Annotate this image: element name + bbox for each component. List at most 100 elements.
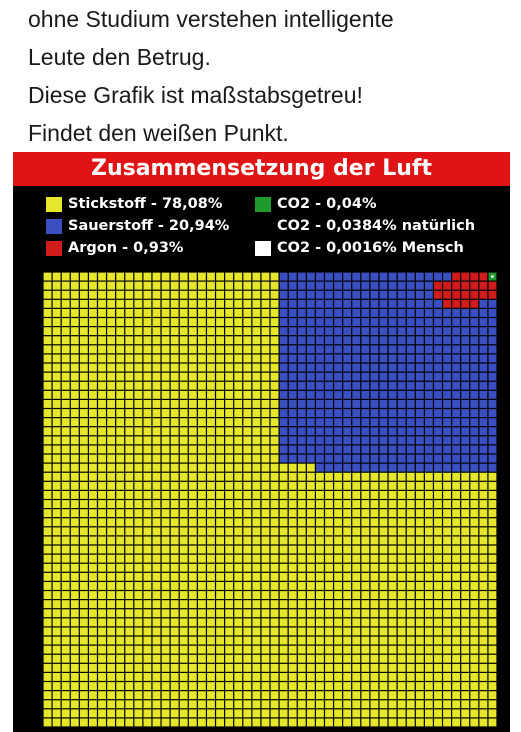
cell-stickstoff: [197, 381, 206, 390]
cell-stickstoff: [234, 554, 243, 563]
cell-stickstoff: [52, 272, 61, 281]
cell-stickstoff: [98, 527, 106, 536]
cell-stickstoff: [234, 427, 243, 436]
cell-stickstoff: [188, 600, 197, 609]
cell-stickstoff: [43, 318, 52, 326]
cell-stickstoff: [207, 345, 215, 354]
cell-stickstoff: [152, 582, 161, 590]
cell-stickstoff: [70, 645, 79, 654]
cell-sauerstoff: [406, 345, 415, 354]
cell-stickstoff: [79, 372, 88, 381]
cell-sauerstoff: [361, 418, 370, 427]
cell-stickstoff: [270, 400, 279, 408]
cell-stickstoff: [170, 409, 179, 417]
cell-stickstoff: [343, 609, 352, 618]
cell-stickstoff: [134, 709, 143, 718]
cell-stickstoff: [234, 545, 243, 554]
cell-stickstoff: [279, 472, 288, 481]
cell-stickstoff: [370, 518, 379, 527]
cell-stickstoff: [288, 663, 297, 672]
cell-stickstoff: [197, 682, 206, 690]
cell-stickstoff: [270, 409, 279, 417]
cell-stickstoff: [197, 463, 206, 472]
cell-sauerstoff: [415, 336, 424, 345]
cell-stickstoff: [379, 518, 388, 527]
cell-sauerstoff: [434, 299, 442, 308]
cell-argon: [488, 290, 497, 299]
cell-stickstoff: [270, 673, 279, 681]
cell-stickstoff: [270, 318, 279, 326]
cell-stickstoff: [261, 536, 270, 545]
cell-sauerstoff: [361, 381, 370, 390]
cell-stickstoff: [170, 527, 179, 536]
cell-stickstoff: [261, 627, 270, 636]
cell-sauerstoff: [306, 454, 315, 463]
cell-stickstoff: [243, 309, 252, 317]
cell-stickstoff: [343, 709, 352, 718]
cell-stickstoff: [452, 636, 461, 645]
cell-sauerstoff: [306, 363, 315, 372]
cell-stickstoff: [125, 281, 134, 290]
cell-stickstoff: [43, 290, 52, 299]
cell-stickstoff: [98, 481, 106, 490]
cell-sauerstoff: [361, 445, 370, 454]
cell-stickstoff: [125, 390, 134, 399]
cell-stickstoff: [370, 682, 379, 690]
cell-sauerstoff: [434, 427, 442, 436]
cell-sauerstoff: [424, 372, 433, 381]
cell-sauerstoff: [388, 427, 397, 436]
cell-sauerstoff: [343, 463, 352, 472]
cell-stickstoff: [107, 536, 116, 545]
cell-sauerstoff: [452, 363, 461, 372]
cell-stickstoff: [306, 709, 315, 718]
cell-sauerstoff: [361, 354, 370, 363]
cell-stickstoff: [152, 691, 161, 700]
cell-stickstoff: [306, 700, 315, 709]
cell-stickstoff: [43, 354, 52, 363]
cell-stickstoff: [152, 645, 161, 654]
cell-stickstoff: [424, 509, 433, 518]
cell-stickstoff: [243, 409, 252, 417]
cell-stickstoff: [61, 309, 70, 317]
cell-sauerstoff: [316, 463, 324, 472]
cell-stickstoff: [406, 636, 415, 645]
cell-stickstoff: [225, 509, 234, 518]
cell-stickstoff: [334, 645, 343, 654]
cell-stickstoff: [197, 663, 206, 672]
cell-stickstoff: [470, 691, 479, 700]
cell-stickstoff: [152, 463, 161, 472]
cell-stickstoff: [143, 627, 152, 636]
cell-sauerstoff: [334, 336, 343, 345]
cell-stickstoff: [89, 372, 97, 381]
cell-stickstoff: [152, 427, 161, 436]
cell-stickstoff: [107, 509, 116, 518]
cell-stickstoff: [89, 491, 97, 499]
cell-stickstoff: [243, 572, 252, 581]
cell-stickstoff: [434, 718, 442, 727]
cell-stickstoff: [452, 527, 461, 536]
cell-sauerstoff: [325, 381, 333, 390]
cell-stickstoff: [43, 390, 52, 399]
cell-stickstoff: [243, 427, 252, 436]
cell-sauerstoff: [306, 318, 315, 326]
legend-swatch-stickstoff: [46, 197, 62, 212]
cell-stickstoff: [179, 509, 188, 518]
cell-stickstoff: [197, 536, 206, 545]
cell-stickstoff: [125, 309, 134, 317]
cell-stickstoff: [70, 691, 79, 700]
cell-stickstoff: [125, 663, 134, 672]
cell-stickstoff: [397, 691, 406, 700]
cell-sauerstoff: [470, 336, 479, 345]
cell-sauerstoff: [343, 436, 352, 445]
cell-sauerstoff: [388, 290, 397, 299]
cell-stickstoff: [61, 554, 70, 563]
cell-stickstoff: [134, 427, 143, 436]
cell-stickstoff: [479, 491, 488, 499]
cell-stickstoff: [70, 290, 79, 299]
cell-sauerstoff: [470, 327, 479, 336]
cell-sauerstoff: [424, 345, 433, 354]
cell-stickstoff: [306, 509, 315, 518]
cell-stickstoff: [116, 272, 125, 281]
cell-stickstoff: [143, 427, 152, 436]
cell-sauerstoff: [452, 445, 461, 454]
